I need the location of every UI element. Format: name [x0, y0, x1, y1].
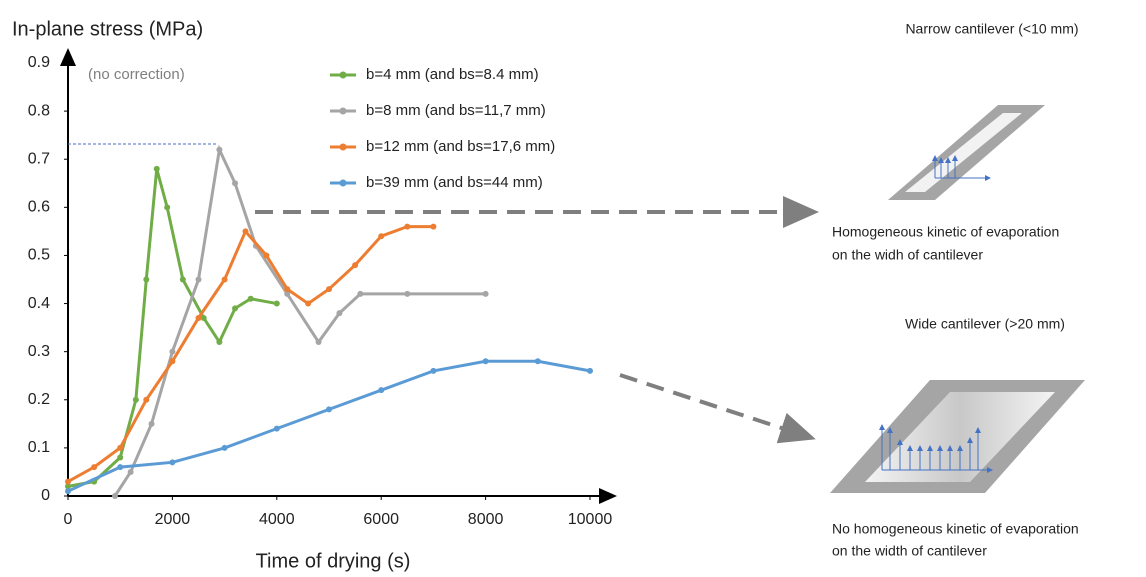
legend-label: b=12 mm (and bs=17,6 mm) [366, 138, 555, 155]
y-axis-label: In-plane stress (MPa) [12, 18, 203, 40]
data-point [357, 290, 364, 297]
y-tick-label: 0.3 [28, 343, 50, 360]
x-tick-label: 6000 [363, 511, 399, 528]
data-point [263, 252, 270, 259]
legend-marker [339, 107, 347, 115]
annotation: Homogeneous kinetic of evaporation [832, 224, 1059, 240]
stress-arrows [932, 155, 991, 181]
data-point [169, 459, 176, 466]
data-point [169, 358, 176, 365]
narrow-diagram [888, 105, 1045, 200]
y-tick-label: 0.5 [28, 247, 50, 264]
data-point [179, 276, 186, 283]
data-point [143, 276, 150, 283]
data-point [482, 290, 489, 297]
stress-arrows [879, 424, 993, 473]
data-point [221, 444, 228, 451]
data-point [232, 180, 239, 187]
annotation: No homogeneous kinetic of evaporation [832, 521, 1079, 537]
data-point [273, 425, 280, 432]
data-point [336, 310, 343, 317]
series-line [113, 144, 486, 497]
y-tick-label: 0.4 [28, 295, 50, 312]
y-tick-label: 0.7 [28, 150, 50, 167]
data-point [247, 295, 254, 302]
annotation: Wide cantilever (>20 mm) [905, 316, 1065, 332]
data-point [430, 223, 437, 230]
data-point [326, 406, 332, 413]
data-point [232, 305, 239, 312]
data-point [216, 146, 223, 153]
data-point [143, 396, 150, 403]
x-tick-label: 2000 [155, 511, 191, 528]
x-axis-label: Time of drying (s) [256, 550, 411, 572]
data-point [404, 223, 411, 230]
pointer-arrow [619, 373, 816, 444]
x-tick-label: 0 [64, 511, 73, 528]
data-point [169, 348, 176, 355]
data-point [378, 233, 385, 240]
data-point [148, 420, 155, 427]
annotation: (no correction) [88, 66, 185, 83]
y-tick-label: 0.1 [28, 439, 50, 456]
data-point [111, 493, 118, 499]
data-point [315, 339, 322, 346]
data-point [200, 314, 207, 321]
data-point [482, 358, 489, 365]
data-point [164, 204, 171, 211]
data-point [65, 483, 71, 490]
data-point [305, 300, 312, 307]
cantilever-sample [865, 392, 1055, 482]
data-point [65, 478, 71, 485]
x-tick-label: 10000 [568, 511, 613, 528]
series-line [67, 359, 591, 493]
data-point [221, 276, 228, 283]
data-point [430, 367, 437, 374]
data-point [195, 314, 202, 321]
data-point [352, 262, 359, 269]
data-point [127, 468, 134, 475]
data-point [117, 444, 124, 451]
series-line [67, 225, 434, 483]
data-point [65, 488, 71, 495]
data-point [404, 290, 411, 297]
y-tick-label: 0.2 [28, 391, 50, 408]
data-point [216, 339, 223, 346]
data-point [284, 290, 291, 297]
data-point [326, 286, 332, 293]
legend-label: b=4 mm (and bs=8.4 mm) [366, 66, 539, 83]
cantilever-sample [905, 113, 1022, 192]
data-point [534, 358, 541, 365]
annotation: on the widh of cantilever [832, 247, 983, 263]
x-tick-label: 8000 [468, 511, 504, 528]
annotation: on the width of cantilever [832, 543, 987, 559]
y-tick-label: 0.6 [28, 199, 50, 216]
data-point [117, 454, 124, 461]
legend-marker [339, 143, 347, 151]
legend-label: b=8 mm (and bs=11,7 mm) [366, 102, 546, 119]
data-point [587, 367, 593, 374]
data-point [378, 387, 385, 394]
y-tick-label: 0 [41, 487, 50, 504]
legend-marker [339, 179, 347, 187]
wide-diagram [830, 380, 1085, 493]
legend-marker [339, 71, 347, 79]
annotation: Narrow cantilever (<10 mm) [905, 21, 1078, 37]
data-point [153, 165, 160, 172]
data-point [132, 396, 139, 403]
y-tick-label: 0.9 [28, 54, 50, 71]
data-point [284, 286, 291, 293]
data-point [242, 228, 249, 235]
data-point [91, 464, 98, 471]
y-tick-label: 0.8 [28, 102, 50, 119]
x-tick-label: 4000 [259, 511, 295, 528]
data-point [117, 464, 124, 471]
legend-label: b=39 mm (and bs=44 mm) [366, 174, 543, 191]
data-point [273, 300, 280, 307]
data-point [195, 276, 202, 283]
